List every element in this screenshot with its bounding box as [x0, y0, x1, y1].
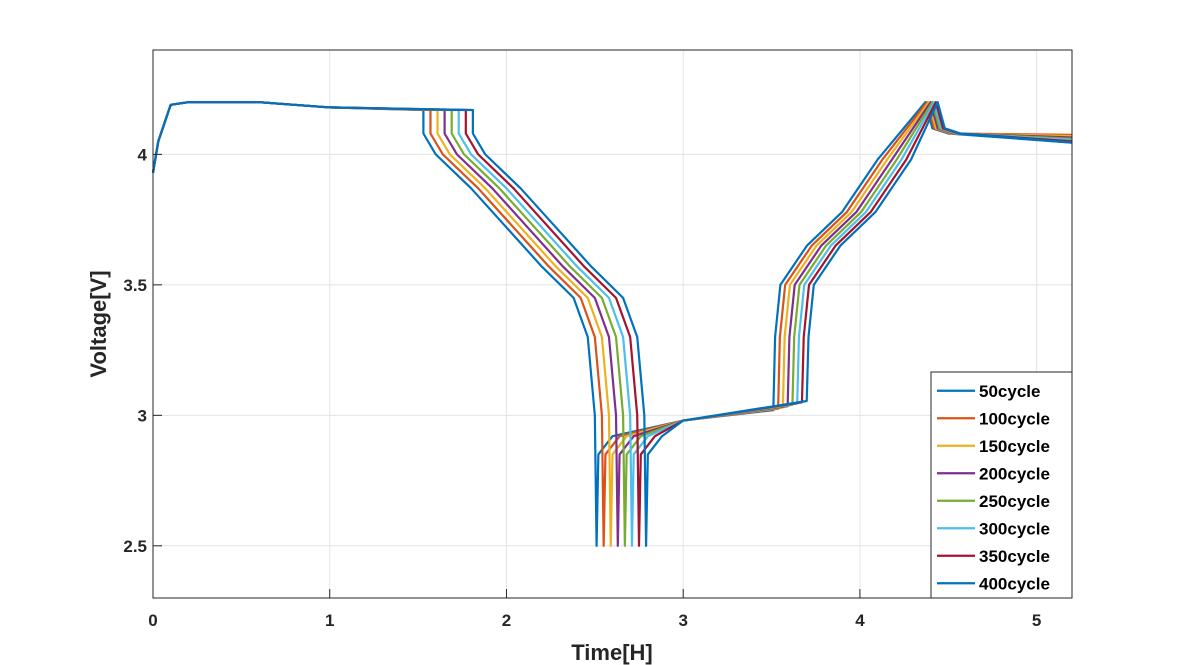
- y-tick-label: 3: [138, 406, 147, 425]
- x-axis-label: Time[H]: [571, 640, 653, 665]
- data-line: [151, 101, 1073, 547]
- y-tick-label: 2.5: [123, 537, 147, 556]
- legend-label: 100cycle: [979, 409, 1050, 428]
- legend-label: 300cycle: [979, 519, 1050, 538]
- x-tick-label: 3: [678, 611, 687, 630]
- y-tick-label: 3.5: [123, 276, 147, 295]
- x-tick-label: 1: [325, 611, 334, 630]
- legend-label: 350cycle: [979, 547, 1050, 566]
- legend-label: 400cycle: [979, 574, 1050, 593]
- x-tick-label: 2: [502, 611, 511, 630]
- legend-label: 50cycle: [979, 382, 1040, 401]
- x-tick-label: 0: [148, 611, 157, 630]
- legend-label: 250cycle: [979, 492, 1050, 511]
- legend-label: 200cycle: [979, 464, 1050, 483]
- axes-box: [152, 49, 1073, 599]
- y-axis-label: Voltage[V]: [86, 270, 111, 377]
- x-tick-label: 5: [1032, 611, 1041, 630]
- legend-label: 150cycle: [979, 437, 1050, 456]
- y-tick-label: 4: [138, 145, 148, 164]
- legend-box: [930, 371, 1073, 599]
- x-tick-label: 4: [855, 611, 865, 630]
